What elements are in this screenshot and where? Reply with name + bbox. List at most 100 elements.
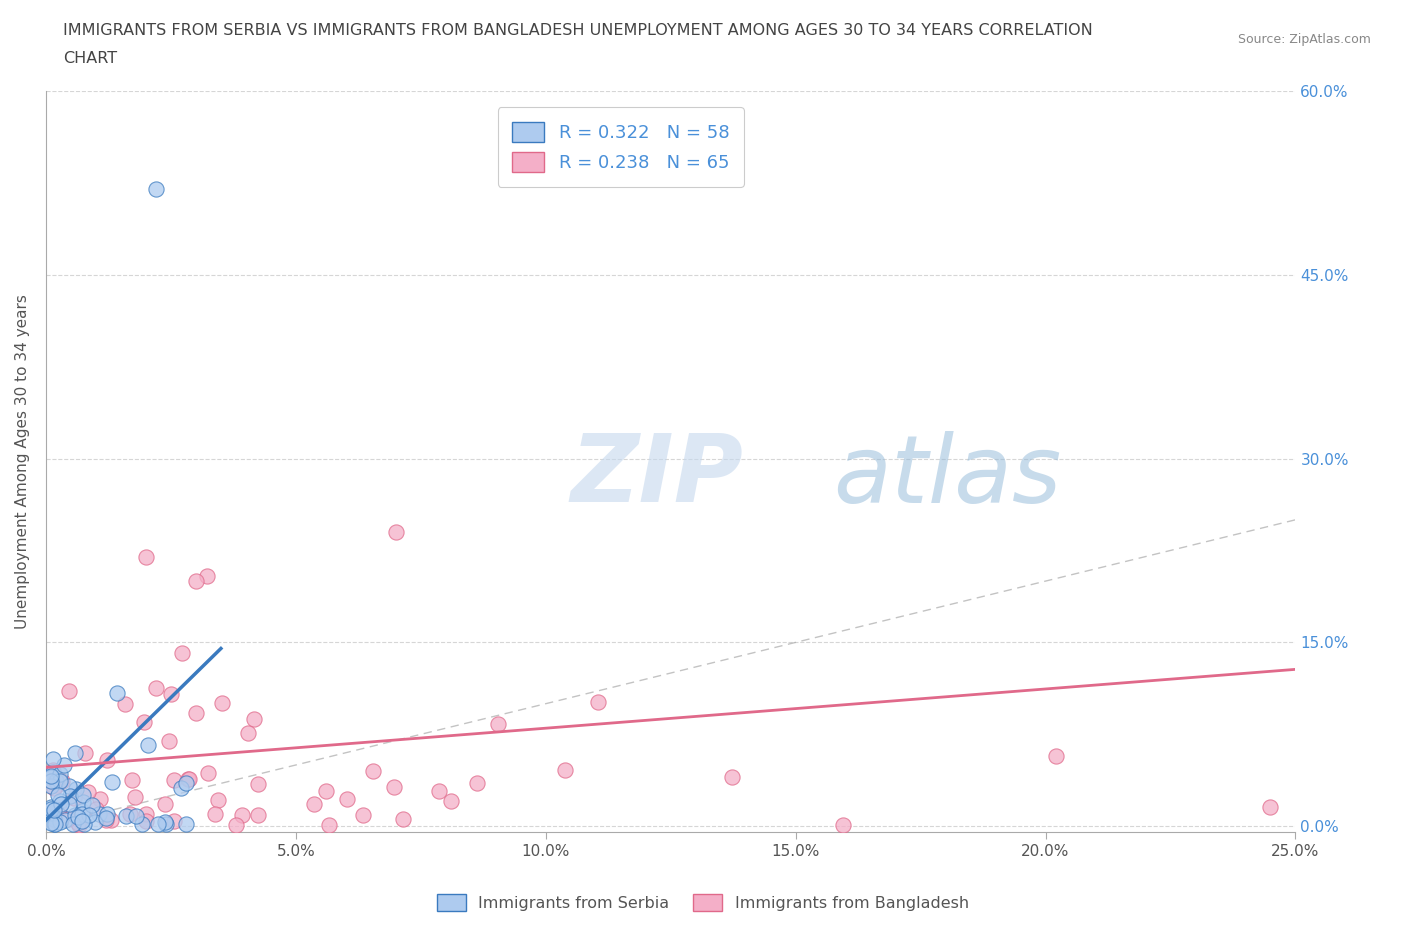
Point [336,792,359,807]
Point [41,805,63,820]
Point [382,780,405,795]
Point [42,780,65,795]
Point [39,799,62,814]
Point [100,812,122,827]
Point [87,806,110,821]
Point [51,774,73,789]
Point [42,812,65,827]
Point [132,715,155,730]
Point [72,788,94,803]
Text: atlas: atlas [834,431,1062,522]
Point [70,806,93,821]
Point [1260,799,1282,814]
Point [48,774,70,789]
Legend: Immigrants from Serbia, Immigrants from Bangladesh: Immigrants from Serbia, Immigrants from … [430,888,976,917]
Point [247,777,270,791]
Point [96,752,118,767]
Point [84,801,107,816]
Point [179,771,201,786]
Point [121,773,143,788]
Point [120,806,142,821]
Point [125,808,148,823]
Point [124,790,146,804]
Point [58,812,80,827]
Point [49,767,72,782]
Point [101,775,124,790]
Point [242,711,264,726]
Point [58,684,80,698]
Point [48,802,70,817]
Point [72,804,94,818]
Point [231,808,253,823]
Point [315,783,337,798]
Point [41,763,63,777]
Point [96,806,118,821]
Point [170,780,193,795]
Point [80,798,103,813]
Point [58,796,80,811]
Point [197,765,219,780]
Point [42,752,65,767]
Point [207,792,229,807]
Point [721,769,744,784]
Text: ZIP: ZIP [571,431,744,523]
Point [385,525,408,539]
Point [58,778,80,793]
Point [163,773,186,788]
Point [44,813,66,828]
Point [586,695,609,710]
Point [94,812,117,827]
Point [170,645,193,660]
Point [75,746,97,761]
Point [39,774,62,789]
Point [184,706,207,721]
Point [467,775,489,790]
Point [145,181,167,196]
Point [66,810,89,825]
Text: CHART: CHART [63,51,117,66]
Point [39,816,62,830]
Point [72,814,94,829]
Point [39,805,62,820]
Point [51,774,73,789]
Point [135,806,157,821]
Point [146,817,169,831]
Point [135,549,157,564]
Point [131,817,153,831]
Point [247,808,270,823]
Point [63,790,86,805]
Point [174,776,197,790]
Point [318,817,340,832]
Point [44,803,66,817]
Point [49,815,72,830]
Point [84,814,107,829]
Point [72,795,94,810]
Point [155,817,177,831]
Point [66,816,89,830]
Point [49,797,72,812]
Point [135,814,157,829]
Point [115,809,138,824]
Point [44,774,66,789]
Point [39,802,62,817]
Point [65,781,87,796]
Point [361,764,384,778]
Point [79,807,101,822]
Point [236,725,259,740]
Point [554,763,576,777]
Legend: R = 0.322   N = 58, R = 0.238   N = 65: R = 0.322 N = 58, R = 0.238 N = 65 [498,107,744,187]
Point [67,817,90,832]
Point [49,793,72,808]
Point [162,814,184,829]
Point [53,812,76,827]
Point [392,812,415,827]
Point [39,768,62,783]
Point [46,788,69,803]
Y-axis label: Unemployment Among Ages 30 to 34 years: Unemployment Among Ages 30 to 34 years [15,294,30,629]
Point [174,817,197,831]
Point [62,817,84,831]
Point [177,772,200,787]
Text: IMMIGRANTS FROM SERBIA VS IMMIGRANTS FROM BANGLADESH UNEMPLOYMENT AMONG AGES 30 : IMMIGRANTS FROM SERBIA VS IMMIGRANTS FRO… [63,23,1092,38]
Point [153,815,176,830]
Point [195,568,218,583]
